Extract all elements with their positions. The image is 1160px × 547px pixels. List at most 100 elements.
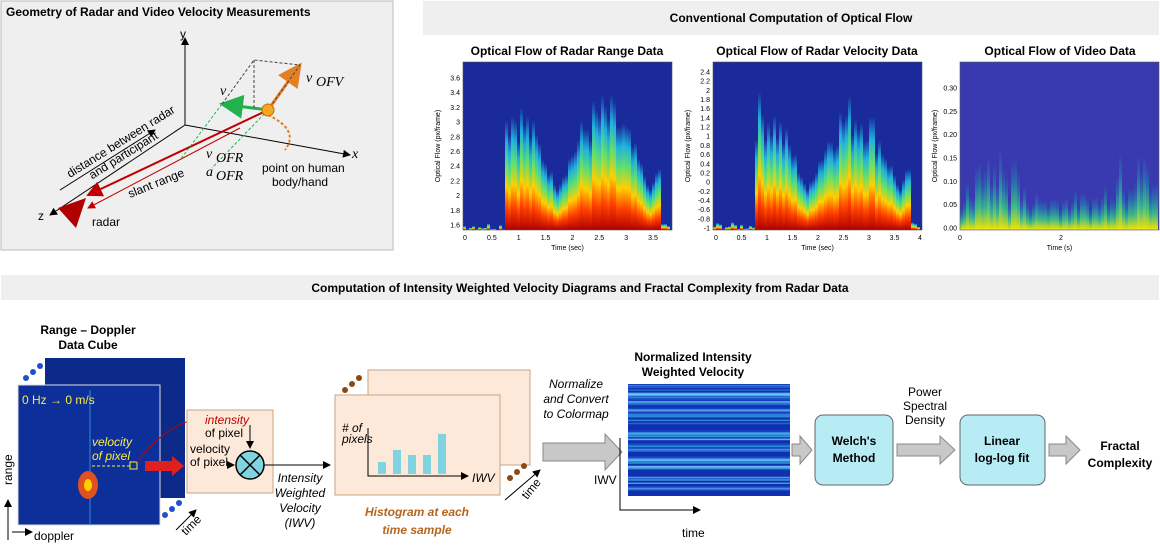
- spectrogram-column: [881, 153, 884, 230]
- y-tick-label: 0.05: [943, 202, 957, 209]
- x-tick-label: 0.5: [737, 235, 747, 242]
- fit-label: Linear: [984, 434, 1020, 448]
- spectrogram-column: [664, 223, 667, 230]
- spectrogram-column: [821, 159, 824, 230]
- colormap-ylabel: IWV: [594, 473, 617, 487]
- spectrogram-column: [652, 181, 655, 230]
- red-arrow: [145, 456, 184, 476]
- vofr-label: v⃗: [206, 147, 223, 162]
- spectrogram-column: [661, 223, 664, 230]
- x-tick-label: 1.5: [788, 235, 798, 242]
- hist-xlabel: IWV: [472, 471, 496, 485]
- spectrogram-column: [523, 124, 526, 230]
- spectrogram-column: [728, 226, 731, 230]
- pixel: [129, 461, 138, 470]
- colormap-texture: [628, 467, 790, 470]
- cube-velocity: velocity: [92, 435, 133, 449]
- colormap-texture: [628, 430, 790, 432]
- spectrogram-column: [628, 128, 631, 230]
- spectrogram-column: [827, 140, 830, 230]
- spectrogram-column: [716, 222, 719, 230]
- multiplier-x: [239, 454, 261, 476]
- spectrogram-column: [806, 189, 809, 230]
- cube-dots: [23, 363, 182, 518]
- spectrogram-column: [1116, 176, 1119, 230]
- intensity-label: of pixel: [205, 426, 243, 440]
- spectrogram-column: [487, 223, 490, 230]
- y-tick-label: -1: [704, 226, 710, 233]
- spectrogram-column: [607, 117, 610, 230]
- norm-text: to Colormap: [543, 407, 609, 421]
- spectrogram-column: [1104, 185, 1107, 230]
- colormap-texture: [628, 485, 790, 489]
- pipeline-header: [1, 275, 1159, 300]
- geometry-panel: [0, 0, 394, 251]
- grey-arrow: [542, 432, 623, 472]
- spectrogram-column: [1107, 204, 1110, 230]
- optical-title: Conventional Computation of Optical Flow: [670, 11, 913, 25]
- colormap-texture: [628, 397, 790, 400]
- spectrogram-column: [866, 139, 869, 230]
- colormap-texture: [628, 386, 790, 388]
- spectrogram-column: [667, 225, 670, 230]
- plot-title: Optical Flow of Radar Velocity Data: [716, 44, 918, 58]
- v-label: v⃗: [220, 84, 237, 99]
- spectrogram-column: [779, 121, 782, 230]
- y-tick-label: 3.2: [450, 105, 460, 112]
- spectrogram-column: [1008, 201, 1011, 230]
- spectrogram-column: [875, 152, 878, 230]
- y-tick-label: 0.15: [943, 156, 957, 163]
- x-tick-label: 3: [867, 235, 871, 242]
- x-tick-label: 2: [816, 235, 820, 242]
- spectrogram-column: [978, 163, 981, 230]
- spectrogram-column: [556, 189, 559, 230]
- spectrogram-column: [508, 134, 511, 230]
- spectrogram-column: [568, 158, 571, 230]
- y-tick-label: 1.4: [700, 115, 710, 122]
- spectrogram-column: [966, 182, 969, 230]
- spectrogram-column: [743, 228, 746, 230]
- spectrogram-column: [1080, 193, 1083, 230]
- spectrogram-column: [1017, 173, 1020, 230]
- y-tick-label: 2.8: [450, 134, 460, 141]
- y-tick-label: -0.8: [698, 216, 710, 223]
- y-tick-label: 2.2: [700, 79, 710, 86]
- spectrogram-column: [658, 168, 661, 230]
- colormap-texture: [628, 434, 790, 437]
- y-axis-label: Optical Flow (px/frame): [685, 110, 692, 182]
- spectrogram-column: [893, 175, 896, 230]
- spectrogram-column: [990, 183, 993, 230]
- spectrogram-column: [553, 184, 556, 230]
- colormap-texture: [628, 419, 790, 422]
- spectrogram-column: [734, 224, 737, 230]
- y-tick-label: 0.8: [700, 143, 710, 150]
- spectrogram-column: [1068, 208, 1071, 230]
- y-tick-label: 2: [706, 88, 710, 95]
- cube-title: Data Cube: [58, 338, 118, 352]
- spectrogram-column: [478, 227, 481, 230]
- spectrogram-column: [1092, 197, 1095, 230]
- x-tick-label: 2: [570, 235, 574, 242]
- spectrogram-column: [601, 94, 604, 230]
- range-label: range: [1, 454, 15, 485]
- spectrogram-column: [791, 156, 794, 230]
- spectrogram-column: [469, 227, 472, 230]
- y-tick-label: 2.2: [450, 178, 460, 185]
- spectrogram-column: [890, 164, 893, 230]
- y-tick-label: 0.6: [700, 152, 710, 159]
- spectrogram-column: [1146, 166, 1149, 230]
- y-tick-label: 3: [456, 120, 460, 127]
- spectrogram-column: [1143, 156, 1146, 230]
- spectrogram-column: [622, 122, 625, 230]
- intensity-label: intensity: [205, 413, 250, 427]
- spectrogram-column: [538, 143, 541, 230]
- spectrogram-column: [1134, 183, 1137, 230]
- multiplier-box: [186, 409, 274, 494]
- spectrogram-column: [1131, 188, 1134, 230]
- spectrogram-column: [740, 224, 743, 230]
- spectrogram-column: [586, 129, 589, 230]
- vofv-label: v⃗: [306, 71, 323, 86]
- spectrogram-column: [655, 172, 658, 230]
- spectrogram-column: [857, 129, 860, 230]
- y-tick-label: 3.4: [450, 90, 460, 97]
